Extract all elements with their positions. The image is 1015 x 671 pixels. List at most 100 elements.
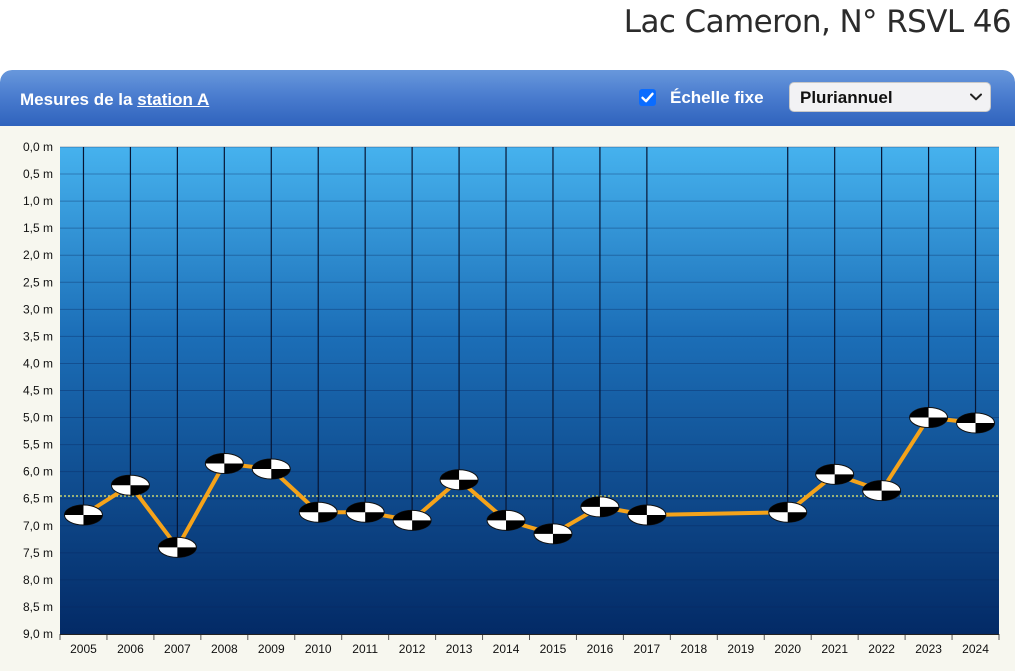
secchi-disk-quadrant	[177, 547, 197, 558]
data-point	[298, 501, 338, 523]
x-tick-label: 2016	[587, 642, 614, 656]
data-point	[768, 501, 808, 523]
y-tick-label: 3,5 m	[23, 329, 53, 343]
secchi-disk-quadrant	[487, 510, 507, 521]
station-link[interactable]: station A	[137, 90, 210, 109]
secchi-disk-quadrant	[459, 479, 479, 490]
fixed-scale-checkbox[interactable]	[639, 89, 656, 106]
x-tick-label: 2014	[493, 642, 520, 656]
secchi-disk-quadrant	[580, 496, 600, 507]
x-tick-label: 2009	[258, 642, 285, 656]
secchi-disk-quadrant	[412, 520, 432, 531]
secchi-disk-quadrant	[599, 506, 619, 517]
data-point	[157, 536, 197, 558]
secchi-disk-quadrant	[881, 490, 901, 501]
x-tick-label: 2019	[727, 642, 754, 656]
data-point	[345, 501, 385, 523]
y-tick-label: 6,0 m	[23, 465, 53, 479]
secchi-disk-quadrant	[83, 514, 103, 525]
secchi-disk-quadrant	[815, 464, 835, 475]
secchi-disk-quadrant	[318, 512, 338, 523]
x-tick-label: 2022	[868, 642, 895, 656]
secchi-disk-quadrant	[975, 422, 995, 433]
y-tick-label: 8,5 m	[23, 600, 53, 614]
secchi-disk-quadrant	[787, 512, 807, 523]
data-point	[486, 509, 526, 531]
data-point	[251, 458, 291, 480]
period-select[interactable]: Pluriannuel	[789, 82, 991, 112]
secchi-disk-quadrant	[768, 502, 788, 513]
chevron-down-icon	[970, 93, 982, 101]
secchi-disk-quadrant	[346, 502, 366, 513]
panel-header: Mesures de la station A Échelle fixe Plu…	[0, 70, 1015, 126]
x-tick-label: 2024	[962, 642, 989, 656]
x-tick-label: 2005	[70, 642, 97, 656]
secchi-disk-quadrant	[64, 504, 84, 515]
secchi-disk-quadrant	[252, 458, 272, 469]
data-point	[392, 509, 432, 531]
y-tick-label: 1,0 m	[23, 194, 53, 208]
secchi-disk-quadrant	[928, 417, 948, 428]
y-tick-label: 8,0 m	[23, 573, 53, 587]
data-point	[956, 412, 996, 434]
x-tick-label: 2020	[774, 642, 801, 656]
secchi-disk-quadrant	[271, 468, 291, 479]
x-tick-label: 2018	[680, 642, 707, 656]
data-point	[63, 504, 103, 526]
page-title: Lac Cameron, N° RSVL 46	[623, 4, 1012, 40]
plot-background	[60, 147, 999, 634]
x-tick-label: 2006	[117, 642, 144, 656]
data-point	[110, 474, 150, 496]
data-point	[204, 453, 244, 475]
panel-title: Mesures de la station A	[20, 90, 209, 110]
panel-title-prefix: Mesures de la	[20, 90, 133, 109]
x-tick-label: 2012	[399, 642, 426, 656]
secchi-disk-quadrant	[862, 480, 882, 491]
secchi-disk-quadrant	[533, 523, 553, 534]
secchi-disk-quadrant	[299, 502, 319, 513]
x-tick-label: 2007	[164, 642, 191, 656]
x-tick-label: 2021	[821, 642, 848, 656]
data-point	[627, 504, 667, 526]
secchi-disk-quadrant	[440, 469, 460, 480]
check-icon	[641, 92, 654, 103]
secchi-disk-quadrant	[224, 463, 244, 474]
y-tick-label: 3,0 m	[23, 302, 53, 316]
fixed-scale-label: Échelle fixe	[670, 88, 764, 107]
x-tick-label: 2011	[352, 642, 378, 656]
y-tick-label: 2,5 m	[23, 275, 53, 289]
secchi-disk-quadrant	[646, 514, 666, 525]
x-tick-label: 2023	[915, 642, 942, 656]
y-tick-label: 4,5 m	[23, 384, 53, 398]
y-tick-label: 6,5 m	[23, 492, 53, 506]
secchi-disk-quadrant	[956, 412, 976, 423]
data-point	[909, 407, 949, 429]
secchi-disk-quadrant	[158, 537, 178, 548]
x-tick-label: 2008	[211, 642, 238, 656]
x-tick-label: 2010	[305, 642, 332, 656]
secchi-disk-quadrant	[627, 504, 647, 515]
y-tick-label: 5,5 m	[23, 438, 53, 452]
y-tick-label: 4,0 m	[23, 356, 53, 370]
y-tick-label: 0,0 m	[23, 140, 53, 154]
data-point	[533, 523, 573, 545]
secchi-disk-quadrant	[111, 475, 131, 486]
secchi-disk-quadrant	[130, 485, 150, 496]
y-tick-label: 9,0 m	[23, 627, 53, 641]
y-tick-label: 7,5 m	[23, 546, 53, 560]
y-tick-label: 7,0 m	[23, 519, 53, 533]
secchi-disk-quadrant	[834, 474, 854, 485]
secchi-disk-quadrant	[552, 533, 572, 544]
y-tick-label: 1,5 m	[23, 221, 53, 235]
data-point	[439, 469, 479, 491]
data-point	[580, 496, 620, 518]
y-tick-label: 5,0 m	[23, 411, 53, 425]
y-tick-label: 2,0 m	[23, 248, 53, 262]
secchi-disk-quadrant	[393, 510, 413, 521]
data-point	[862, 480, 902, 502]
data-point	[815, 463, 855, 485]
period-select-value: Pluriannuel	[800, 88, 893, 107]
x-tick-label: 2015	[540, 642, 567, 656]
y-tick-label: 0,5 m	[23, 167, 53, 181]
